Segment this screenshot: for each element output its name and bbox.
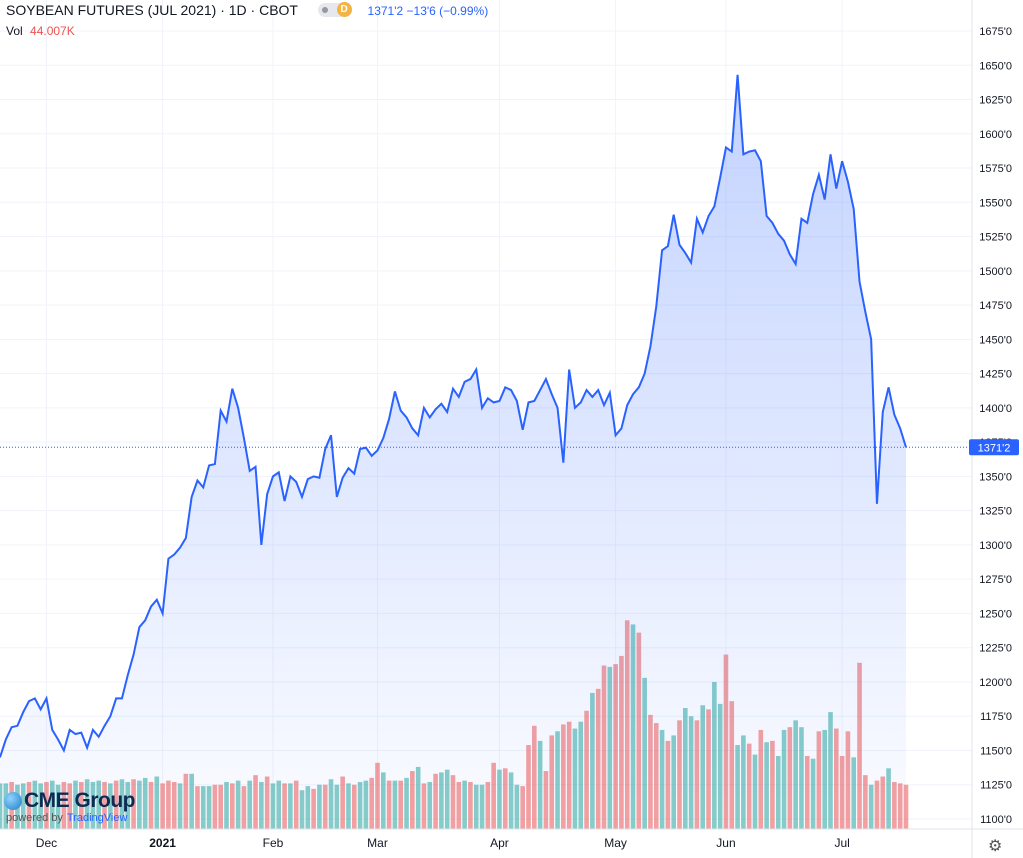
- y-tick-label: 1100'0: [980, 814, 1012, 826]
- y-tick-label: 1550'0: [979, 197, 1012, 209]
- x-tick-label: Jul: [834, 836, 849, 850]
- y-tick-label: 1625'0: [979, 95, 1012, 107]
- x-tick-label: Mar: [367, 836, 388, 850]
- status-dot-icon: [321, 7, 328, 13]
- volume-label: Vol: [6, 24, 23, 38]
- y-tick-label: 1275'0: [979, 574, 1012, 586]
- y-tick-label: 1200'0: [979, 677, 1012, 689]
- price-line: [0, 74, 907, 758]
- y-tick-label: 1125'0: [980, 780, 1012, 792]
- x-tick-label: Jun: [716, 836, 735, 850]
- symbol-title: SOYBEAN FUTURES (JUL 2021) · 1D · CBOT: [6, 2, 298, 18]
- y-tick-label: 1500'0: [979, 266, 1012, 278]
- y-tick-label: 1450'0: [979, 334, 1012, 346]
- delayed-badge: D: [336, 2, 352, 17]
- powered-by[interactable]: powered by TradingView: [6, 812, 127, 824]
- y-tick-label: 1600'0: [979, 129, 1012, 141]
- y-tick-label: 1175'0: [980, 711, 1012, 723]
- y-tick-label: 1650'0: [979, 60, 1012, 72]
- powered-by-label: powered by: [6, 812, 63, 824]
- tradingview-link[interactable]: TradingView: [66, 812, 128, 824]
- y-tick-label: 1350'0: [979, 471, 1012, 483]
- volume-legend[interactable]: Vol 44.007K: [6, 24, 75, 38]
- time-axis[interactable]: Dec 2021 Feb Mar Apr May Jun Jul: [36, 836, 850, 850]
- price-quote: 1371'2 −13'6 (−0.99%): [367, 4, 489, 18]
- y-tick-label: 1475'0: [979, 300, 1012, 312]
- y-tick-label: 1575'0: [979, 163, 1012, 175]
- cme-group-logo[interactable]: CME Group: [4, 789, 136, 813]
- y-tick-label: 1250'0: [979, 608, 1012, 620]
- globe-icon: [4, 792, 22, 810]
- y-tick-label: 1400'0: [979, 403, 1012, 415]
- y-tick-label: 1675'0: [979, 26, 1012, 38]
- x-tick-label: Apr: [490, 836, 509, 850]
- last-price-label: 1371'2: [978, 442, 1011, 454]
- x-tick-label: 2021: [149, 836, 176, 850]
- price-axis[interactable]: 1675'0 1650'0 1625'0 1600'0 1575'0 1550'0 1525…: [979, 26, 1012, 826]
- symbol-header[interactable]: SOYBEAN FUTURES (JUL 2021) · 1D · CBOT D…: [6, 2, 488, 18]
- market-status-pill[interactable]: D: [317, 2, 352, 17]
- last-price-tag: 1371'2: [969, 439, 1019, 456]
- x-tick-label: Dec: [36, 836, 57, 850]
- gear-icon[interactable]: ⚙: [988, 838, 1003, 855]
- y-tick-label: 1425'0: [979, 369, 1012, 381]
- volume-value: 44.007K: [30, 24, 75, 38]
- y-tick-label: 1300'0: [979, 540, 1012, 552]
- price-area-fill: [0, 74, 906, 830]
- x-tick-label: May: [604, 836, 627, 850]
- y-tick-label: 1225'0: [979, 643, 1012, 655]
- logo-text: CME Group: [24, 789, 136, 812]
- y-tick-label: 1150'0: [980, 745, 1012, 757]
- y-tick-label: 1325'0: [979, 506, 1012, 518]
- y-tick-label: 1525'0: [979, 232, 1012, 244]
- x-tick-label: Feb: [263, 836, 284, 850]
